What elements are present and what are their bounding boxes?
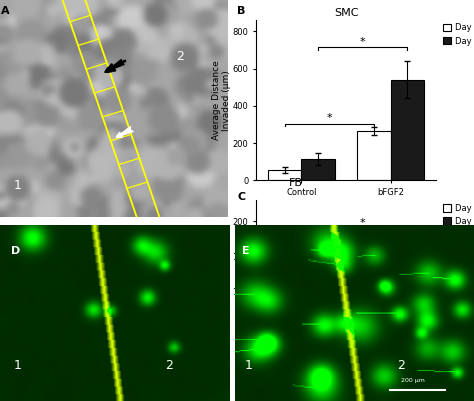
Text: 2: 2 [397,359,405,372]
Legend: Day 3, Day 5: Day 3, Day 5 [440,20,474,49]
Text: C: C [237,192,245,203]
Text: FB: FB [288,178,302,188]
Text: *: * [360,36,365,47]
Text: D: D [11,246,21,256]
Y-axis label: Average Distance
Invaded (μm): Average Distance Invaded (μm) [212,61,231,140]
Text: *: * [327,113,332,123]
Bar [268,347,301,361]
Bar [301,341,335,361]
Legend: Day 3, Day 5: Day 3, Day 5 [440,200,474,229]
Y-axis label: Average Distance
Invaded (μm): Average Distance Invaded (μm) [212,241,231,320]
Bar [301,159,335,180]
Title: SMC: SMC [334,8,358,18]
Text: 2: 2 [165,359,173,372]
Text: 200 μm: 200 μm [401,379,425,383]
Text: 1: 1 [14,359,22,372]
Text: 2: 2 [176,50,184,63]
Bar [268,170,301,180]
Text: 1: 1 [14,180,21,192]
Bar [357,309,391,361]
Text: *: * [327,286,332,296]
Text: E: E [242,246,249,256]
Bar [391,80,424,180]
Text: 1: 1 [244,359,252,372]
Bar [357,131,391,180]
Bar [391,260,424,361]
Text: A: A [1,6,9,16]
Text: *: * [360,219,365,229]
Text: B: B [237,6,246,16]
